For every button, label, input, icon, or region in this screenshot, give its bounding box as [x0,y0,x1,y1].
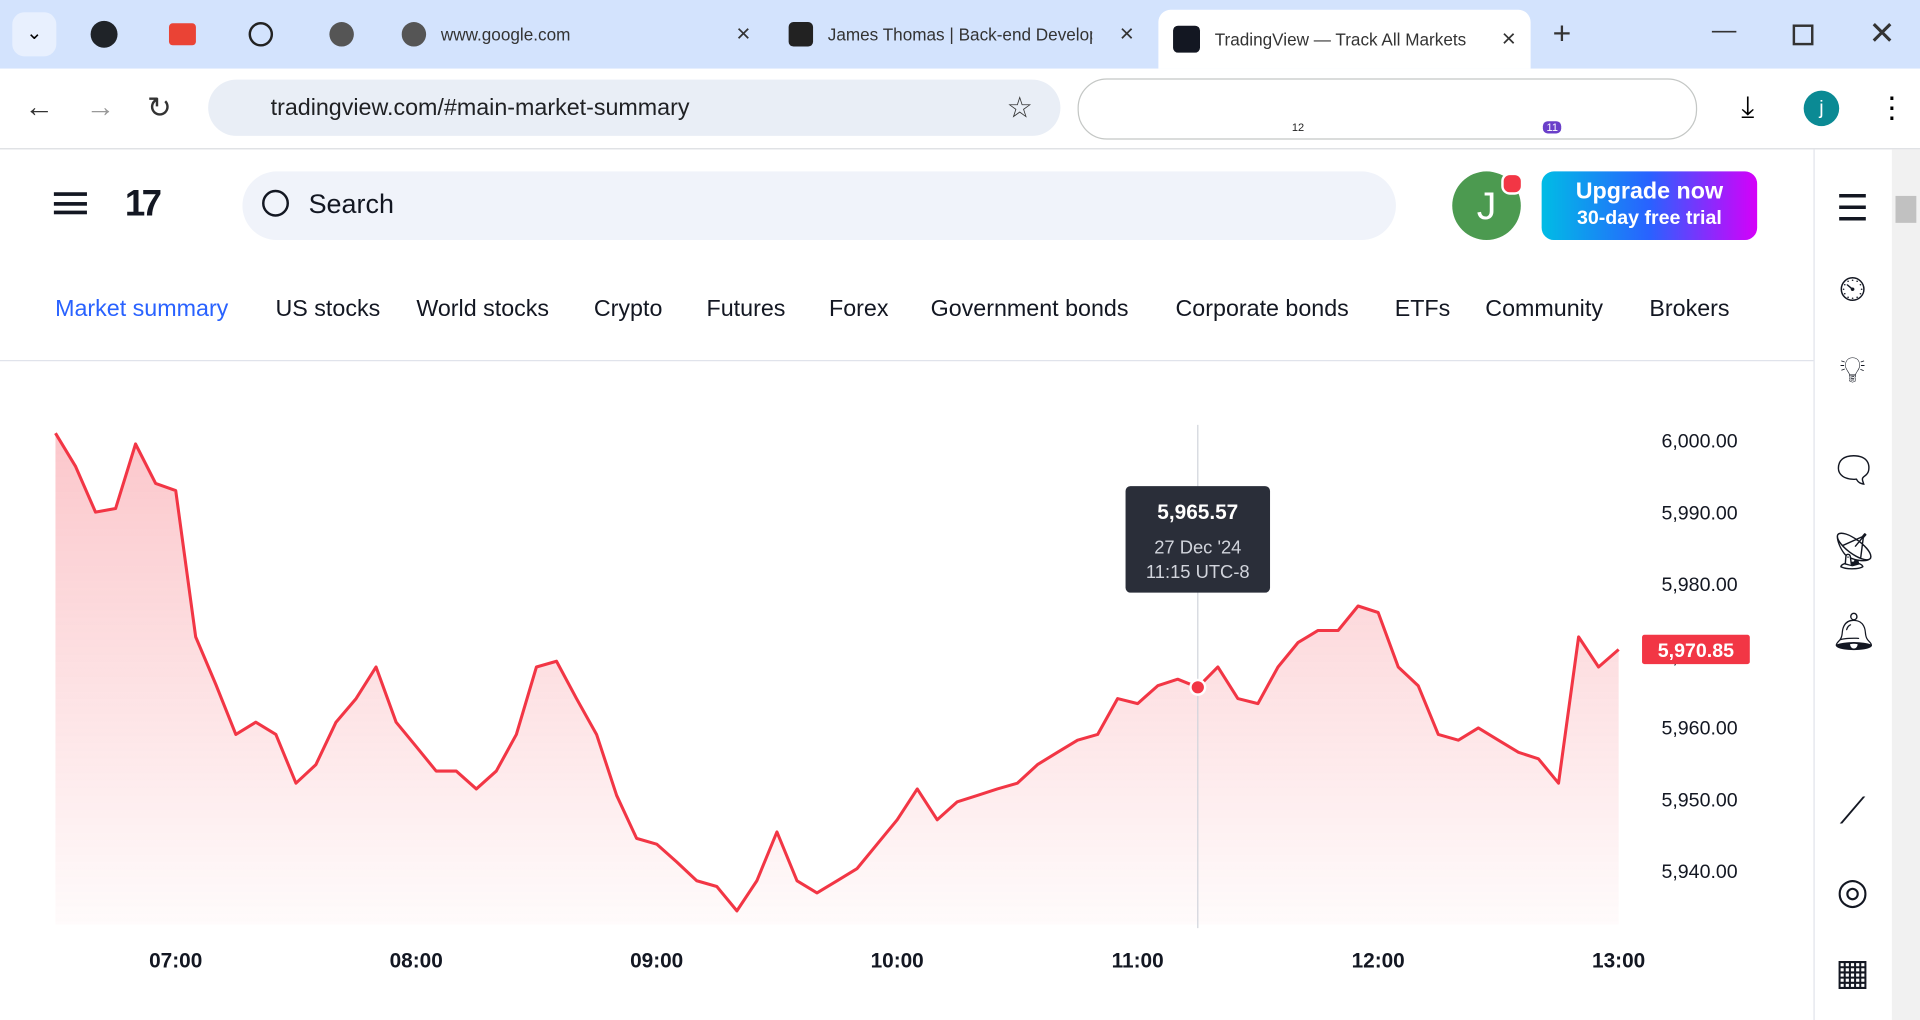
nav-link[interactable]: Government bonds [930,296,1129,323]
target[interactable]: ◎ [1836,871,1869,913]
upgrade-title: Upgrade now [1575,178,1724,205]
nav-link[interactable]: US stocks [275,296,381,323]
calendar[interactable]: ▦ [1835,952,1871,994]
tooltip-time: 11:15 UTC-8 [1146,561,1250,582]
y-tick-label: 5,940.00 [1661,861,1737,883]
chart: 5,940.005,950.005,960.005,970.005,980.00… [54,424,1750,972]
scrollbar [1891,149,1920,1020]
bookmark[interactable]: ☆ [1006,91,1033,125]
tab[interactable]: James Thomas | Back-end Develop × [788,15,1134,54]
minimize[interactable]: — [1711,17,1737,45]
nav-link[interactable]: Community [1485,296,1603,323]
divider [0,360,1814,362]
notification-dot [1501,172,1524,195]
x-tick-label: 13:00 [1592,949,1645,972]
extension-badge: 12 [1288,115,1308,137]
x-tick-label: 10:00 [871,949,924,972]
restore[interactable] [1792,24,1814,46]
chat[interactable]: 🗨︎ [1830,450,1878,492]
notifications[interactable]: 🔔︎ [1830,612,1878,653]
nav-link[interactable]: ETFs [1394,296,1451,323]
tab-title: James Thomas | Back-end Develop [827,24,1093,45]
y-tick-label: 5,960.00 [1661,718,1737,740]
nav-link[interactable]: Corporate bonds [1175,296,1349,323]
reload[interactable]: ↻ [146,91,172,125]
tooltip-date: 27 Dec '24 [1154,536,1241,557]
profile[interactable]: j [1803,90,1840,127]
tab-title: www.google.com [440,24,571,45]
globe-tab[interactable] [329,22,354,47]
y-tick-label: 5,950.00 [1661,789,1737,811]
line [54,432,1620,913]
nav-link[interactable]: Brokers [1649,296,1730,323]
extensions [1077,78,1698,140]
url: tradingview.com/#main-market-summary [270,95,690,122]
tab-search[interactable]: ⌄ [12,12,57,57]
site-menu[interactable] [53,192,87,215]
menu[interactable]: ⋮ [1877,91,1907,125]
tab[interactable]: www.google.com × [401,15,751,54]
search-box[interactable] [242,171,1396,241]
search-icon [262,189,289,217]
area [55,433,1619,925]
nav-link[interactable]: Futures [706,296,786,323]
sidebar-border [1813,149,1815,1020]
search-placeholder: Search [308,188,394,220]
watchlist[interactable]: ☰ [1836,188,1870,229]
nav-link[interactable]: Crypto [593,296,663,323]
x-tick-label: 11:00 [1112,949,1164,972]
nav-link[interactable]: Market summary [55,296,229,323]
badge: 11 [1542,121,1562,134]
back[interactable]: ← [24,90,54,124]
x-tick-label: 08:00 [390,949,443,972]
chatgpt-tab[interactable] [248,22,274,47]
address-bar[interactable] [208,79,1061,136]
badge: 12 [1288,121,1308,134]
alerts[interactable]: ⏲ [1838,269,1867,310]
price-tag-label: 5,970.85 [1658,640,1734,662]
x-tick-label: 07:00 [149,949,202,972]
extension-badge: 11 [1542,115,1562,137]
price-tag [1642,634,1750,665]
active-tab[interactable]: TradingView — Track All Markets × [1158,9,1531,69]
tab-title: TradingView — Track All Markets [1214,29,1467,49]
y-tick-label: 6,000.00 [1661,431,1737,453]
logo[interactable]: 17 [124,183,162,225]
y-tick-label: 5,980.00 [1661,574,1737,596]
forward[interactable]: → [85,90,116,124]
sidebar: ☰ ⏲ 💡︎ 🗨︎ 📡︎ 🔔︎ ⟋ ◎ ▦ ⓘ [1830,169,1878,1020]
help[interactable]: ⓘ [1831,1014,1875,1020]
x-tick-label: 09:00 [630,949,683,972]
upgrade-button[interactable]: Upgrade now 30-day free trial [1541,171,1758,241]
tooltip [1125,486,1271,593]
tab-bar [0,0,1920,69]
nav-link[interactable]: Forex [828,296,889,323]
close[interactable]: ✕ [1868,14,1896,52]
nav-link[interactable]: World stocks [416,296,550,323]
gmail-tab[interactable] [168,23,196,46]
ideas[interactable]: 💡︎ [1839,350,1866,391]
github-tab[interactable] [90,20,118,48]
upgrade-subtitle: 30-day free trial [1576,208,1722,229]
streams[interactable]: 📡︎ [1830,531,1878,572]
hover-point [1189,678,1207,696]
y-tick-label: 5,990.00 [1661,502,1737,524]
x-tick-label: 12:00 [1352,949,1405,972]
downloads[interactable]: ⤓ [1741,90,1755,124]
new-tab[interactable]: + [1552,14,1572,52]
divider [0,148,1920,150]
drawing[interactable]: ⟋ [1839,791,1866,832]
tooltip-value: 5,965.57 [1157,501,1238,524]
